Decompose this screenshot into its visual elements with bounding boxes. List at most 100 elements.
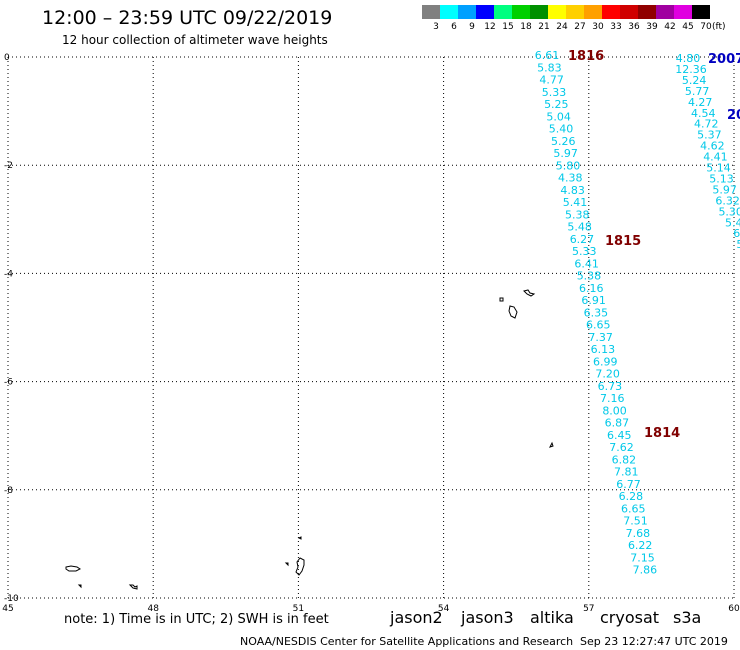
lon-tick-label: 54 [438, 604, 450, 614]
wave-height-label: 5.41 [563, 196, 588, 209]
pass-id-label: 2007 [708, 52, 740, 67]
graticule [7, 56, 735, 599]
scale-tick-label: 6 [451, 22, 457, 32]
scale-swatch [530, 5, 548, 19]
scale-tick-label: 18 [520, 22, 532, 32]
wave-height-label: 5.30 [718, 205, 740, 218]
wave-height-label: 6.41 [574, 257, 599, 270]
wave-height-label: 6.35 [584, 306, 609, 319]
legend-jason2: jason2 [390, 608, 443, 627]
scale-swatch [512, 5, 530, 19]
wave-height-label: 5.26 [551, 135, 576, 148]
scale-tick-label: 9 [469, 22, 475, 32]
wave-height-label: 4.80 [676, 52, 701, 65]
legend-jason3: jason3 [461, 608, 514, 627]
scale-tick-label: 33 [610, 22, 622, 32]
scale-swatch [566, 5, 584, 19]
scale-swatch [584, 5, 602, 19]
wave-height-label: 7.37 [588, 331, 613, 344]
island-outline [499, 297, 504, 302]
scale-tick-label: 21 [538, 22, 550, 32]
wave-height-label: 8.00 [602, 404, 627, 417]
wave-height-label: 5.80 [556, 159, 581, 172]
wave-height-label: 4.54 [691, 107, 716, 120]
legend-s3a: s3a [673, 608, 702, 627]
map-title: 12:00 – 23:59 UTC 09/22/2019 [42, 7, 333, 29]
island-outline [284, 562, 289, 567]
scale-unit-label: (ft) [712, 22, 726, 32]
island-outline [65, 565, 81, 572]
wave-height-label: 6.91 [581, 294, 606, 307]
scale-swatch [692, 5, 710, 19]
wave-height-label: 5.97 [553, 147, 578, 160]
lat-tick-label: 0 [4, 53, 10, 63]
scale-swatch [638, 5, 656, 19]
lon-tick-label: 51 [293, 604, 304, 614]
scale-swatch [494, 5, 512, 19]
lat-tick-label: -10 [4, 594, 19, 604]
scale-tick-label: 15 [502, 22, 514, 32]
lat-tick-label: -6 [4, 378, 13, 388]
lon-tick-label: 48 [147, 604, 159, 614]
wave-height-label: 4.38 [558, 172, 583, 185]
wave-height-label: 7.68 [626, 527, 651, 540]
wave-height-label: 6 [733, 227, 740, 240]
wave-height-label: 12.36 [675, 63, 707, 76]
scale-tick-label: 27 [574, 22, 586, 32]
wave-height-tracks: 6.615.834.775.335.255.045.405.265.975.80… [535, 49, 740, 577]
wave-height-label: 4.62 [700, 140, 725, 153]
wave-height-label: 5.83 [537, 61, 562, 74]
wave-height-label: 6.16 [579, 282, 604, 295]
wave-height-label: 5.77 [685, 85, 710, 98]
pass-id-label: 20 [727, 108, 740, 123]
wave-height-label: 6.13 [591, 343, 616, 356]
wave-height-label: 6.45 [607, 429, 632, 442]
scale-tick-label: 36 [628, 22, 640, 32]
island-outline [297, 536, 302, 540]
wave-height-label: 5.38 [565, 208, 590, 221]
generated-timestamp: Sep 23 12:27:47 UTC 2019 [580, 635, 728, 648]
wave-height-label: 5.48 [567, 221, 592, 234]
island-outlines [65, 289, 554, 590]
wave-height-label: 5.97 [712, 183, 737, 196]
wave-height-label: 4.77 [539, 74, 564, 87]
wave-height-label: 6.87 [605, 417, 630, 430]
wave-height-label: 6.32 [715, 194, 740, 207]
wave-height-label: 6.28 [619, 490, 644, 503]
pass-labels: 1816 1815 1814 2007 20 [568, 49, 740, 441]
pass-id-label: 1815 [605, 234, 641, 249]
wave-height-label: 5.37 [697, 129, 722, 142]
island-outline [77, 584, 82, 589]
pass-id-label: 1816 [568, 49, 604, 64]
wave-height-label: 5.38 [577, 270, 602, 283]
scale-swatch [656, 5, 674, 19]
scale-tick-label: 39 [646, 22, 658, 32]
wave-height-label: 5.14 [706, 162, 731, 175]
scale-swatch [440, 5, 458, 19]
wave-height-label: 4.72 [694, 118, 719, 131]
wave-height-label: 4.41 [703, 151, 728, 164]
wave-height-label: 6.82 [612, 453, 637, 466]
wave-height-label: 7.62 [609, 441, 634, 454]
wave-height-label: 5 [736, 238, 740, 251]
scale-swatch [422, 5, 440, 19]
wave-height-label: 5.4 [725, 216, 740, 229]
scale-swatch [602, 5, 620, 19]
scale-swatch [458, 5, 476, 19]
wave-height-label: 7.81 [614, 466, 639, 479]
wave-height-label: 5.33 [542, 86, 567, 99]
wave-height-label: 7.86 [633, 564, 658, 577]
map-subtitle: 12 hour collection of altimeter wave hei… [62, 33, 328, 47]
scale-swatch [476, 5, 494, 19]
scale-tick-label: 42 [664, 22, 676, 32]
wave-height-label: 5.25 [544, 98, 569, 111]
scale-tick-label: 30 [592, 22, 604, 32]
island-outline [508, 305, 518, 319]
island-outline [549, 441, 554, 448]
legend-altika: altika [530, 608, 574, 627]
scale-swatch [548, 5, 566, 19]
wave-height-label: 6.77 [616, 478, 641, 491]
island-outline [128, 584, 138, 590]
wave-height-label: 5.24 [682, 74, 707, 87]
wave-height-label: 6.99 [593, 355, 618, 368]
